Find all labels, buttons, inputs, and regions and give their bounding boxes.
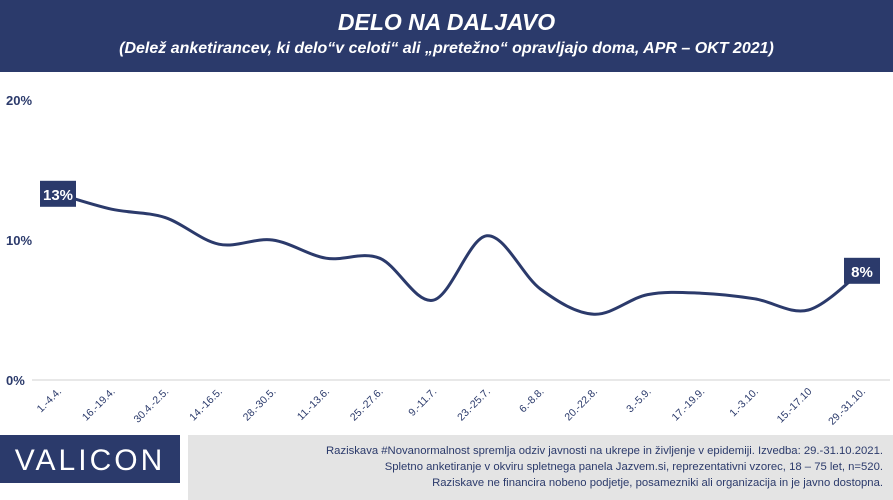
- data-point: [753, 297, 757, 301]
- data-point: [163, 216, 167, 220]
- data-label-box: [844, 257, 880, 284]
- data-point: [270, 238, 274, 242]
- data-point: [324, 256, 328, 260]
- data-label-box: [40, 180, 76, 207]
- y-tick-label: 10%: [6, 233, 32, 248]
- x-tick-label: 23.-25.7.: [455, 386, 493, 424]
- line-chart: 0% 10% 20% 1.-4.4. 16.-19.4. 30.4.-2.5. 14.-16…: [6, 93, 890, 428]
- footer-note: Raziskava #Novanormalnost spremlja odziv…: [188, 435, 893, 500]
- data-point: [806, 308, 810, 312]
- x-tick-label: 6.-8.8.: [517, 386, 547, 416]
- x-tick-label: 1.-3.10.: [727, 386, 761, 420]
- x-tick-label: 20.-22.8.: [562, 386, 600, 424]
- valicon-logo: VALICON: [0, 435, 180, 483]
- data-point: [431, 298, 435, 302]
- data-point: [592, 312, 596, 316]
- x-tick-label: 29.-31.10.: [826, 386, 868, 428]
- x-tick-label: 28.-30.5.: [241, 386, 279, 424]
- footer-line-3: Raziskave ne financira nobeno podjetje, …: [432, 477, 883, 489]
- x-tick-label: 3.-5.9.: [624, 386, 654, 416]
- page-subtitle: (Delež anketirancev, ki delo“v celoti“ a…: [119, 40, 774, 57]
- data-point: [538, 287, 542, 291]
- footer-line-2: Spletno anketiranje v okviru spletnega p…: [384, 461, 883, 473]
- x-tick-label: 30.4.-2.5.: [131, 386, 171, 426]
- data-point: [378, 256, 382, 260]
- data-point: [110, 207, 114, 211]
- y-tick-label: 0%: [6, 373, 25, 388]
- x-tick-label: 9.-11.7.: [406, 386, 439, 419]
- header-banner: DELO NA DALJAVO (Delež anketirancev, ki …: [0, 0, 893, 72]
- x-tick-label: 11.-13.6.: [295, 386, 332, 423]
- x-tick-label: 14.-16.5.: [187, 386, 225, 424]
- series-line: [57, 192, 863, 316]
- data-point: [699, 291, 703, 295]
- data-point: [217, 242, 221, 246]
- data-label: 8%: [851, 264, 873, 281]
- x-tick-label: 25.-27.6.: [348, 386, 386, 424]
- x-tick-label: 15.-17.10: [775, 386, 815, 426]
- x-tick-label: 16.-19.4.: [80, 386, 118, 424]
- data-point: [485, 234, 489, 238]
- y-tick-label: 20%: [6, 93, 32, 108]
- data-point: [646, 293, 650, 297]
- x-tick-label: 1.-4.4.: [35, 386, 65, 416]
- page-title: DELO NA DALJAVO: [337, 9, 556, 35]
- footer-line-1: Raziskava #Novanormalnost spremlja odziv…: [326, 445, 883, 457]
- x-tick-label: 17.-19.9.: [670, 386, 708, 424]
- data-label: 13%: [43, 187, 73, 204]
- logo-text: VALICON: [14, 444, 166, 477]
